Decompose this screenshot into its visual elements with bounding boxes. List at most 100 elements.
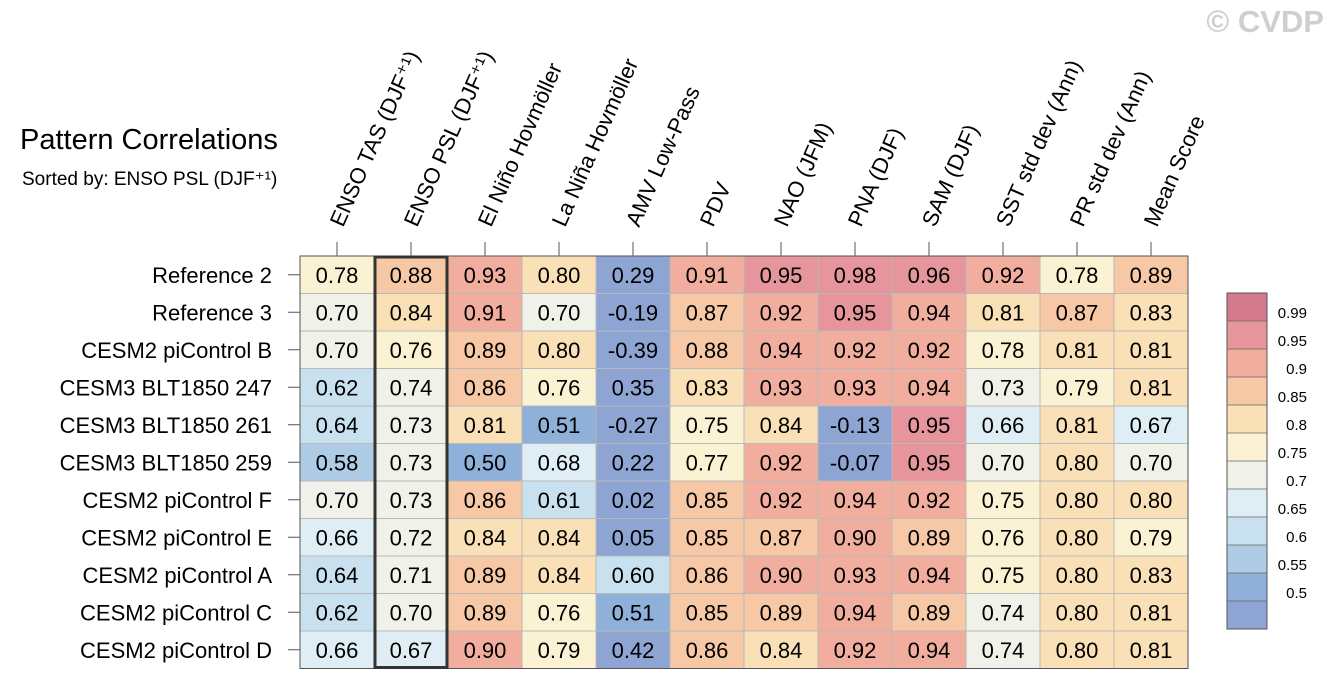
heatmap-cell xyxy=(669,480,745,519)
cell-value: 0.29 xyxy=(612,263,655,288)
column-label: PNA (DJF) xyxy=(843,124,909,230)
cell-value: 0.79 xyxy=(1056,375,1099,400)
heatmap-cell xyxy=(817,593,893,632)
cell-value: 0.66 xyxy=(316,638,359,663)
cell-value: 0.95 xyxy=(834,300,877,325)
colorbar-swatch xyxy=(1227,545,1267,574)
heatmap-cell xyxy=(743,293,819,332)
colorbar-label: 0.85 xyxy=(1278,389,1307,406)
cell-value: 0.94 xyxy=(908,300,951,325)
heatmap-cell xyxy=(1039,368,1115,407)
cell-value: -0.13 xyxy=(830,413,880,438)
cell-value: 0.70 xyxy=(538,300,581,325)
cell-value: 0.89 xyxy=(908,525,951,550)
cell-value: 0.71 xyxy=(390,563,433,588)
cell-value: 0.81 xyxy=(982,300,1025,325)
column-label: Mean Score xyxy=(1139,111,1210,230)
colorbar-swatch xyxy=(1227,377,1267,406)
cvdp-watermark: © CVDP xyxy=(1206,4,1324,39)
cell-value: -0.27 xyxy=(608,413,658,438)
colorbar-swatch xyxy=(1227,293,1267,322)
sorted-column-outline xyxy=(373,255,449,669)
colorbar-label: 0.5 xyxy=(1286,585,1307,602)
cell-value: 0.70 xyxy=(1130,450,1173,475)
heatmap-cell xyxy=(595,293,671,332)
cell-value: 0.80 xyxy=(1056,450,1099,475)
cell-value: 0.84 xyxy=(760,638,803,663)
cell-value: 0.84 xyxy=(760,413,803,438)
cell-value: 0.95 xyxy=(908,450,951,475)
cell-value: 0.90 xyxy=(760,563,803,588)
heatmap-cell xyxy=(299,368,375,407)
cell-value: 0.81 xyxy=(1056,413,1099,438)
heatmap-cell xyxy=(817,405,893,444)
heatmap-cell xyxy=(595,555,671,594)
heatmap-cell xyxy=(965,443,1041,482)
colorbar-swatch xyxy=(1227,349,1267,378)
cell-value: 0.70 xyxy=(982,450,1025,475)
row-label: CESM2 piControl E xyxy=(81,525,272,550)
cell-value: 0.85 xyxy=(686,488,729,513)
cell-value: 0.83 xyxy=(686,375,729,400)
heatmap-cell xyxy=(743,593,819,632)
colorbar-label: 0.99 xyxy=(1278,305,1307,322)
cell-value: 0.84 xyxy=(390,300,433,325)
heatmap-cell xyxy=(965,555,1041,594)
cell-value: 0.92 xyxy=(834,338,877,363)
heatmap-cell xyxy=(891,293,967,332)
cell-value: 0.78 xyxy=(316,263,359,288)
cell-value: 0.80 xyxy=(1056,525,1099,550)
colorbar-label: 0.95 xyxy=(1278,333,1307,350)
cell-value: 0.66 xyxy=(982,413,1025,438)
heatmap-cell xyxy=(521,330,597,369)
heatmap-cell xyxy=(521,405,597,444)
cell-value: 0.94 xyxy=(908,563,951,588)
cell-value: 0.70 xyxy=(390,600,433,625)
cell-value: 0.68 xyxy=(538,450,581,475)
heatmap-cell xyxy=(817,630,893,669)
heatmap-cell xyxy=(1039,293,1115,332)
row-label: CESM2 piControl D xyxy=(80,638,272,663)
cell-value: 0.73 xyxy=(390,450,433,475)
heatmap-cell xyxy=(447,593,523,632)
cell-value: 0.22 xyxy=(612,450,655,475)
row-label: Reference 2 xyxy=(152,263,272,288)
cell-value: 0.35 xyxy=(612,375,655,400)
heatmap-cell xyxy=(373,443,449,482)
colorbar-label: 0.6 xyxy=(1286,529,1307,546)
row-label: CESM3 BLT1850 261 xyxy=(60,413,272,438)
heatmap-cell xyxy=(373,368,449,407)
cell-value: 0.94 xyxy=(908,375,951,400)
heatmap-cell xyxy=(891,443,967,482)
cell-value: 0.75 xyxy=(982,488,1025,513)
heatmap-cell xyxy=(447,555,523,594)
cell-value: 0.91 xyxy=(464,300,507,325)
heatmap-cell xyxy=(1113,630,1189,669)
cell-value: 0.81 xyxy=(1130,338,1173,363)
cell-value: 0.81 xyxy=(1130,375,1173,400)
cell-value: 0.72 xyxy=(390,525,433,550)
cell-value: 0.92 xyxy=(760,300,803,325)
cell-value: 0.62 xyxy=(316,600,359,625)
heatmap-cell xyxy=(817,255,893,294)
cell-value: 0.95 xyxy=(908,413,951,438)
cell-value: 0.81 xyxy=(464,413,507,438)
cell-value: 0.85 xyxy=(686,525,729,550)
cell-value: 0.51 xyxy=(538,413,581,438)
row-label: CESM3 BLT1850 259 xyxy=(60,450,272,475)
heatmap-cell xyxy=(669,443,745,482)
cell-value: 0.66 xyxy=(316,525,359,550)
cell-value: 0.73 xyxy=(390,413,433,438)
heatmap-cell xyxy=(595,368,671,407)
heatmap-cell xyxy=(1039,518,1115,557)
heatmap-cell xyxy=(299,330,375,369)
cell-value: 0.83 xyxy=(1130,300,1173,325)
cell-value: 0.92 xyxy=(834,638,877,663)
cell-value: 0.94 xyxy=(908,638,951,663)
cell-value: 0.88 xyxy=(390,263,433,288)
heatmap-cell xyxy=(817,443,893,482)
cell-value: 0.81 xyxy=(1130,638,1173,663)
colorbar-label: 0.65 xyxy=(1278,501,1307,518)
colorbar-label: 0.9 xyxy=(1286,361,1307,378)
cell-value: 0.89 xyxy=(464,338,507,363)
